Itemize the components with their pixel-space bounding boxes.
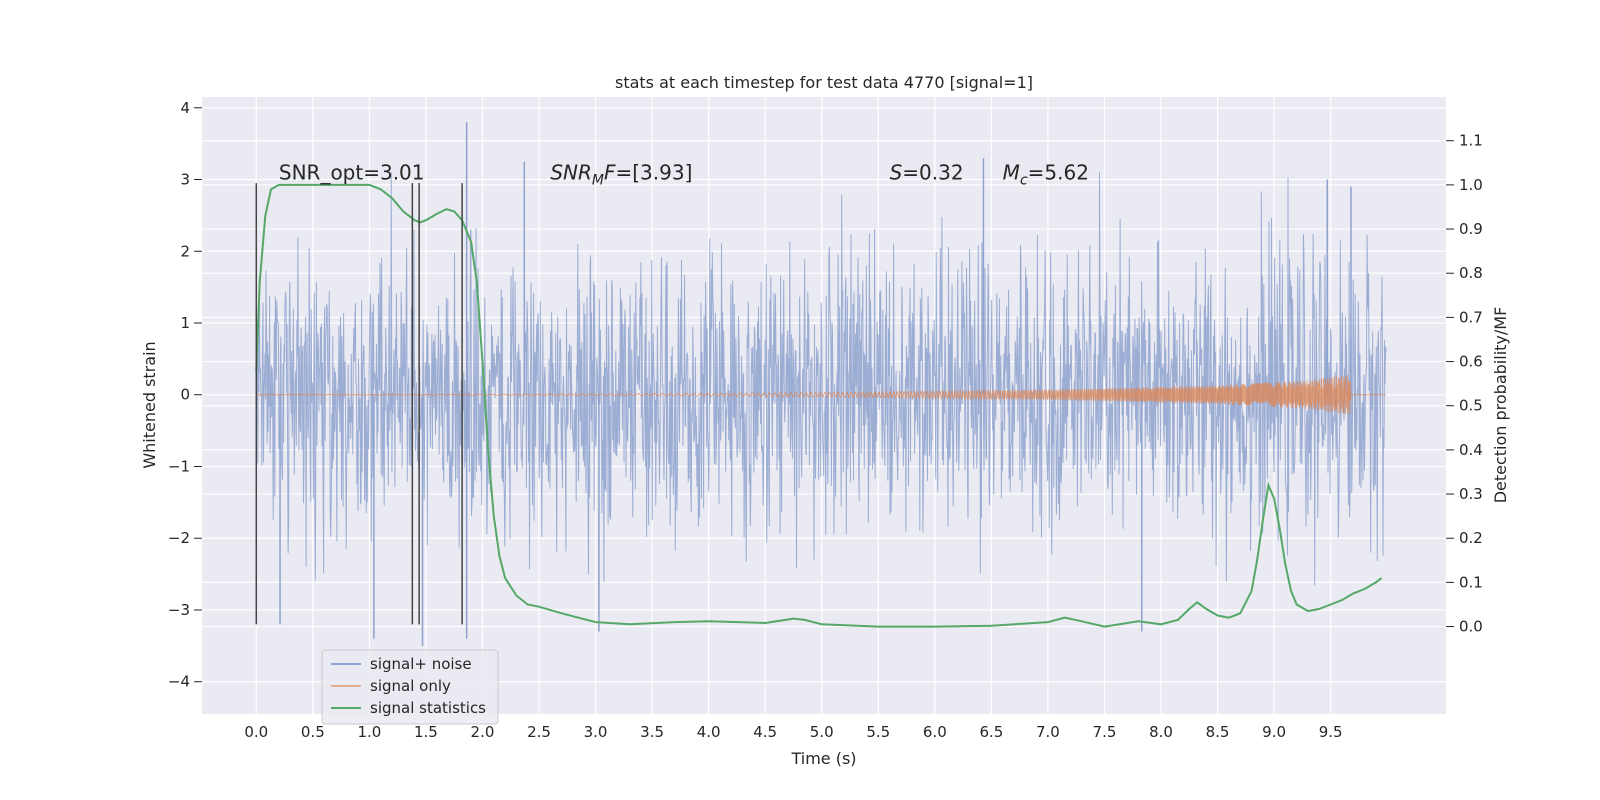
annotation-1-part-3: =[3.93] xyxy=(615,161,692,185)
annotation-3-part-2: =5.62 xyxy=(1028,161,1089,185)
annotation-1-part-2: F xyxy=(604,161,616,185)
x-tick-label-11: 5.5 xyxy=(866,723,890,741)
x-tick-label-2: 1.0 xyxy=(357,723,381,741)
x-tick-label-10: 5.0 xyxy=(810,723,834,741)
signal-noise-line xyxy=(255,172,1387,586)
y-right-tick-label-6: 0.6 xyxy=(1459,353,1483,371)
annotation-0-part-0: SNR_opt=3.01 xyxy=(279,161,425,185)
x-tick-label-6: 3.0 xyxy=(584,723,608,741)
legend-box xyxy=(321,649,499,725)
y-right-tick-label-2: 0.2 xyxy=(1459,529,1483,547)
x-tick-label-0: 0.0 xyxy=(244,723,268,741)
signal-noise-series xyxy=(255,122,1387,646)
x-tick-label-17: 8.5 xyxy=(1206,723,1230,741)
vertical-markers xyxy=(255,183,463,625)
annotation-2: S=0.32 xyxy=(890,161,964,185)
x-tick-label-3: 1.5 xyxy=(414,723,438,741)
annotation-2-part-0: S xyxy=(890,161,903,185)
signal-only-line xyxy=(256,374,1387,415)
x-tick-label-7: 3.5 xyxy=(640,723,664,741)
legend: signal+ noise signal only signal statist… xyxy=(321,649,499,725)
annotation-1-part-1: M xyxy=(592,173,604,189)
annotation-3-part-0: M xyxy=(1003,161,1020,185)
legend-label-signal-statistics: signal statistics xyxy=(370,699,486,717)
y-right-tick-label-4: 0.4 xyxy=(1459,441,1483,459)
annotation-0: SNR_opt=3.01 xyxy=(279,161,425,185)
chart-title: stats at each timestep for test data 477… xyxy=(615,73,1033,92)
signal-statistics-series xyxy=(255,183,1383,628)
x-tick-label-16: 8.0 xyxy=(1149,723,1173,741)
y-right-axis-label: Detection probability/MF xyxy=(1491,307,1510,504)
x-axis-ticks: 0.0 0.5 1.0 1.5 2.0 2.5 3.0 3.5 4.0 4.5 5.0 5.5 6.0 6… xyxy=(244,723,1342,741)
y-tick-label-4: 0 xyxy=(180,386,190,404)
x-axis-label: Time (s) xyxy=(790,749,856,768)
x-tick-label-12: 6.0 xyxy=(923,723,947,741)
y-tick-label-0: −4 xyxy=(168,673,190,691)
y-right-tick-label-8: 0.8 xyxy=(1459,264,1483,282)
annotation-1: SNRMF=[3.93] xyxy=(550,161,692,189)
x-tick-label-19: 9.5 xyxy=(1319,723,1343,741)
legend-label-signal-only: signal only xyxy=(370,677,451,695)
y-right-tick-label-9: 0.9 xyxy=(1459,220,1483,238)
y-right-tick-label-0: 0.0 xyxy=(1459,618,1483,636)
annotation-1-part-0: SNR xyxy=(550,161,592,185)
signal-only-series xyxy=(256,374,1387,415)
annotation-3-part-1: c xyxy=(1020,173,1028,189)
y-tick-label-5: 1 xyxy=(180,314,190,332)
x-tick-label-8: 4.0 xyxy=(697,723,721,741)
annotation-2-part-1: =0.32 xyxy=(902,161,963,185)
signal-statistics-line xyxy=(255,183,1383,628)
x-tick-label-13: 6.5 xyxy=(979,723,1003,741)
y-right-tick-label-7: 0.7 xyxy=(1459,308,1483,326)
x-tick-label-4: 2.0 xyxy=(471,723,495,741)
x-tick-label-18: 9.0 xyxy=(1262,723,1286,741)
y-tick-label-2: −2 xyxy=(168,529,190,547)
y-right-tick-label-1: 0.1 xyxy=(1459,573,1483,591)
y-tick-label-8: 4 xyxy=(180,99,190,117)
x-tick-label-9: 4.5 xyxy=(753,723,777,741)
annotations: SNR_opt=3.01 SNRMF=[3.93] S=0.32 Mc=5.62 xyxy=(279,161,1089,189)
y-axis-label: Whitened strain xyxy=(140,341,159,468)
y-tick-label-6: 2 xyxy=(180,242,190,260)
y-axis-ticks: −4 −3 −2 −1 0 1 2 3 4 xyxy=(168,99,202,691)
x-tick-label-15: 7.5 xyxy=(1093,723,1117,741)
x-tick-label-14: 7.0 xyxy=(1036,723,1060,741)
legend-label-signal-noise: signal+ noise xyxy=(370,655,472,673)
annotation-3: Mc=5.62 xyxy=(1003,161,1089,189)
y-right-tick-label-10: 1.0 xyxy=(1459,176,1483,194)
y-tick-label-7: 3 xyxy=(180,171,190,189)
y-right-tick-label-5: 0.5 xyxy=(1459,397,1483,415)
y-right-axis-ticks: 0.0 0.1 0.2 0.3 0.4 0.5 0.6 0.7 0.8 0.9 1.0 1.1 xyxy=(1446,132,1483,636)
x-tick-label-5: 2.5 xyxy=(527,723,551,741)
y-right-tick-label-3: 0.3 xyxy=(1459,485,1483,503)
x-tick-label-1: 0.5 xyxy=(301,723,325,741)
y-right-tick-label-11: 1.1 xyxy=(1459,132,1483,150)
y-tick-label-1: −3 xyxy=(168,601,190,619)
y-tick-label-3: −1 xyxy=(168,457,190,475)
